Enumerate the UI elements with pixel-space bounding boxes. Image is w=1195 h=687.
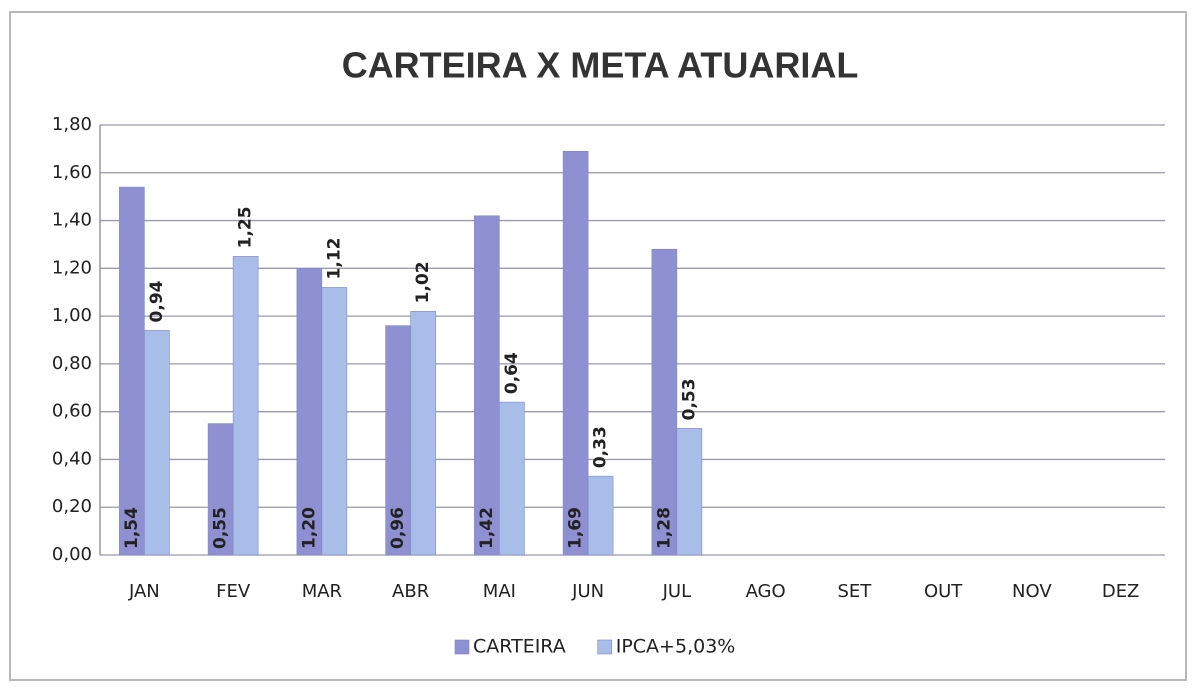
x-tick-label: AGO — [746, 581, 786, 602]
x-tick-label: NOV — [1012, 581, 1052, 602]
bar — [474, 215, 500, 556]
bar — [562, 150, 589, 556]
y-tick-label: 1,40 — [52, 210, 92, 231]
data-label: 0,64 — [502, 352, 522, 394]
bar — [651, 248, 678, 556]
data-label: 0,96 — [388, 507, 408, 549]
data-label: 1,02 — [413, 261, 433, 303]
chart-title: CARTEIRA X META ATUARIAL — [342, 45, 859, 86]
x-tick-label: JUN — [571, 581, 604, 602]
y-tick-label: 0,00 — [52, 544, 92, 565]
legend-swatch — [597, 639, 613, 655]
bar — [410, 311, 436, 556]
x-tick-label: MAI — [483, 581, 516, 602]
bar — [207, 423, 234, 556]
bar — [676, 428, 703, 556]
bar — [385, 325, 411, 556]
legend-swatch — [454, 639, 470, 655]
data-label: 1,42 — [477, 507, 497, 549]
bar — [499, 401, 525, 556]
legend-label: IPCA+5,03% — [616, 636, 736, 658]
x-tick-label: MAR — [302, 581, 342, 602]
x-tick-label: JAN — [128, 581, 160, 602]
data-label: 1,25 — [236, 206, 256, 248]
y-tick-label: 0,60 — [52, 401, 92, 422]
chart-border — [9, 11, 1187, 681]
legend-label: CARTEIRA — [473, 636, 566, 658]
y-tick-label: 0,40 — [52, 448, 92, 469]
data-label: 0,55 — [211, 507, 231, 549]
x-tick-label: FEV — [216, 581, 251, 602]
y-tick-label: 1,20 — [52, 257, 92, 278]
data-label: 1,69 — [566, 507, 586, 549]
data-label: 1,12 — [324, 237, 344, 279]
x-tick-label: OUT — [924, 581, 963, 602]
y-tick-label: 0,20 — [52, 496, 92, 517]
bar — [321, 287, 348, 556]
bar — [144, 330, 170, 556]
bar — [587, 475, 614, 556]
data-label: 1,28 — [654, 507, 674, 549]
y-tick-label: 1,80 — [52, 114, 92, 135]
y-tick-label: 1,60 — [52, 162, 92, 183]
bar — [296, 268, 323, 556]
data-label: 0,94 — [147, 280, 167, 322]
bar — [232, 256, 259, 556]
data-label: 1,20 — [299, 507, 319, 549]
data-label: 1,54 — [122, 507, 142, 549]
y-tick-label: 1,00 — [52, 305, 92, 326]
x-tick-label: DEZ — [1102, 581, 1140, 602]
x-tick-label: JUL — [662, 581, 692, 602]
bar — [119, 186, 145, 556]
data-label: 0,53 — [679, 378, 699, 420]
x-tick-label: ABR — [392, 581, 429, 602]
y-tick-label: 0,80 — [52, 353, 92, 374]
data-label: 0,33 — [591, 426, 611, 468]
x-tick-label: SET — [837, 581, 872, 602]
